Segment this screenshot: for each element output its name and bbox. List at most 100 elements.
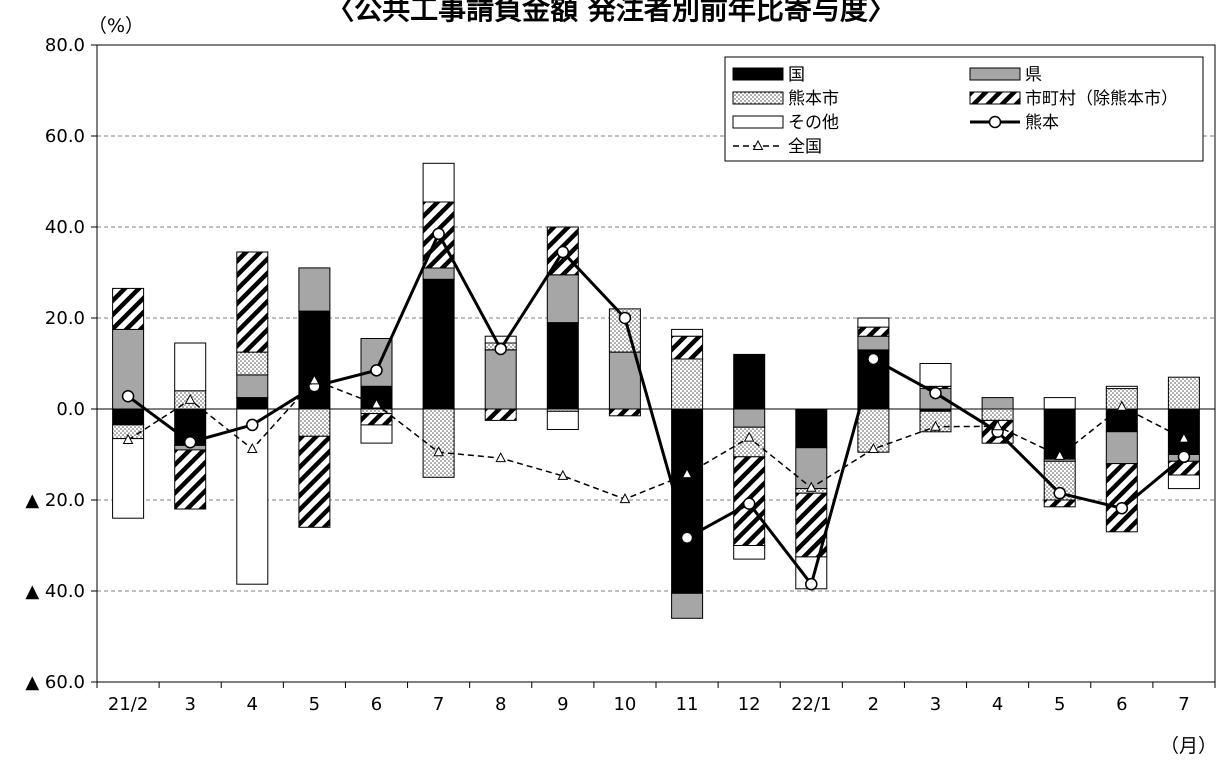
legend-label: その他 — [788, 113, 839, 133]
bar-segment — [981, 408, 1014, 421]
line-point — [680, 531, 694, 545]
bar-segment — [174, 342, 207, 392]
line-point — [805, 577, 818, 591]
bar-segment — [857, 326, 890, 337]
line-point — [121, 390, 135, 403]
bar-segment — [671, 592, 704, 619]
bar-segment — [484, 335, 517, 344]
line-point — [867, 352, 880, 366]
line-point — [929, 386, 942, 400]
y-tick-label: 20.0 — [45, 308, 85, 329]
legend-swatch — [732, 91, 784, 105]
bar-segment — [608, 408, 641, 417]
line-point — [1178, 432, 1190, 443]
x-tick-labels: 21/2 3 4 5 6 7 8 9 10 11 12 22/1 2 3 4 5 6 7 — [108, 694, 1190, 715]
chart-title: 〈公共工事請負金額 発注者別前年比寄与度〉 — [326, 0, 896, 26]
y-tick-label: 0.0 — [56, 399, 85, 420]
bar-segment — [112, 408, 145, 426]
axes — [91, 44, 1216, 688]
legend-box — [724, 56, 1204, 162]
bar-segment — [733, 545, 766, 560]
line-point — [1116, 400, 1128, 411]
bar-segment — [671, 358, 704, 410]
bar-segment — [857, 335, 890, 351]
line-point — [557, 469, 569, 480]
bar-segment — [360, 413, 393, 426]
x-tick-label: 3 — [184, 694, 195, 715]
x-tick-label: 2 — [868, 694, 879, 715]
x-tick-label: 7 — [433, 694, 444, 715]
bar-segment — [1105, 385, 1138, 390]
bar-segment — [112, 438, 145, 519]
bar-segment — [236, 351, 269, 376]
bar-segment — [484, 349, 517, 410]
x-unit-label: （月） — [1160, 735, 1217, 757]
legend-label: 国 — [788, 65, 805, 85]
line-point — [556, 245, 570, 259]
y-tick-label: 60.0 — [45, 126, 85, 147]
bar-segment — [733, 353, 766, 410]
bar-segment — [360, 408, 393, 415]
x-tick-label: 6 — [371, 694, 382, 715]
y-tick-label: ▲ 40.0 — [25, 581, 85, 602]
bar-segment — [1167, 408, 1200, 455]
line-point — [246, 442, 258, 454]
bar-segment — [546, 322, 579, 410]
line-point — [743, 431, 755, 442]
bar-segment — [298, 267, 331, 312]
bar-segment — [360, 424, 393, 444]
x-tick-label: 12 — [738, 694, 761, 715]
legend-marker — [988, 115, 1002, 129]
line-point — [805, 481, 817, 492]
line-point — [370, 364, 383, 377]
x-tick-label: 7 — [1178, 694, 1189, 715]
series-line — [127, 379, 1185, 500]
bar-segment — [422, 408, 455, 478]
x-tick-label: 9 — [557, 694, 568, 715]
bar-segment — [981, 397, 1014, 410]
line-point — [618, 311, 632, 325]
x-tick-label: 10 — [613, 694, 636, 715]
bar-segment — [422, 278, 455, 410]
line-group — [121, 227, 1191, 591]
bar-segment — [422, 162, 455, 203]
bar-segment — [671, 335, 704, 360]
line-point — [494, 342, 507, 356]
legend-label: 熊本 — [1025, 113, 1059, 133]
bar-segment — [236, 408, 269, 585]
bar-segment — [484, 408, 517, 421]
bar-segment — [546, 410, 579, 430]
bar-segment — [733, 408, 766, 428]
x-tick-label: 4 — [992, 694, 1003, 715]
bar-segment — [671, 328, 704, 337]
bar-segment — [112, 287, 145, 330]
line-point — [619, 493, 631, 504]
bar-segment — [733, 426, 766, 458]
line-point — [309, 374, 320, 385]
legend-marker — [752, 139, 764, 150]
y-tick-label: ▲ 20.0 — [25, 490, 85, 511]
line-point — [992, 420, 1003, 431]
line-point — [1054, 449, 1066, 460]
line-point — [930, 420, 941, 431]
bar-segment — [298, 408, 331, 437]
y-tick-label: 40.0 — [45, 217, 85, 238]
bar-segment — [174, 449, 207, 510]
x-tick-label: 22/1 — [791, 694, 831, 715]
x-tick-label: 4 — [247, 694, 258, 715]
x-tick-label: 5 — [1054, 694, 1065, 715]
legend-swatch — [969, 91, 1021, 105]
line-point — [1053, 486, 1066, 500]
line-point — [183, 435, 197, 449]
bar-segment — [857, 317, 890, 328]
line-point — [184, 393, 196, 404]
y-tick-label: 80.0 — [45, 35, 85, 56]
y-tick-label: ▲ 60.0 — [25, 672, 85, 693]
bar-segment — [298, 435, 331, 528]
line-point — [371, 398, 382, 409]
x-tick-label: 11 — [676, 694, 699, 715]
bar-group — [112, 162, 1200, 619]
line-point — [432, 227, 445, 241]
x-tick-label: 8 — [495, 694, 506, 715]
